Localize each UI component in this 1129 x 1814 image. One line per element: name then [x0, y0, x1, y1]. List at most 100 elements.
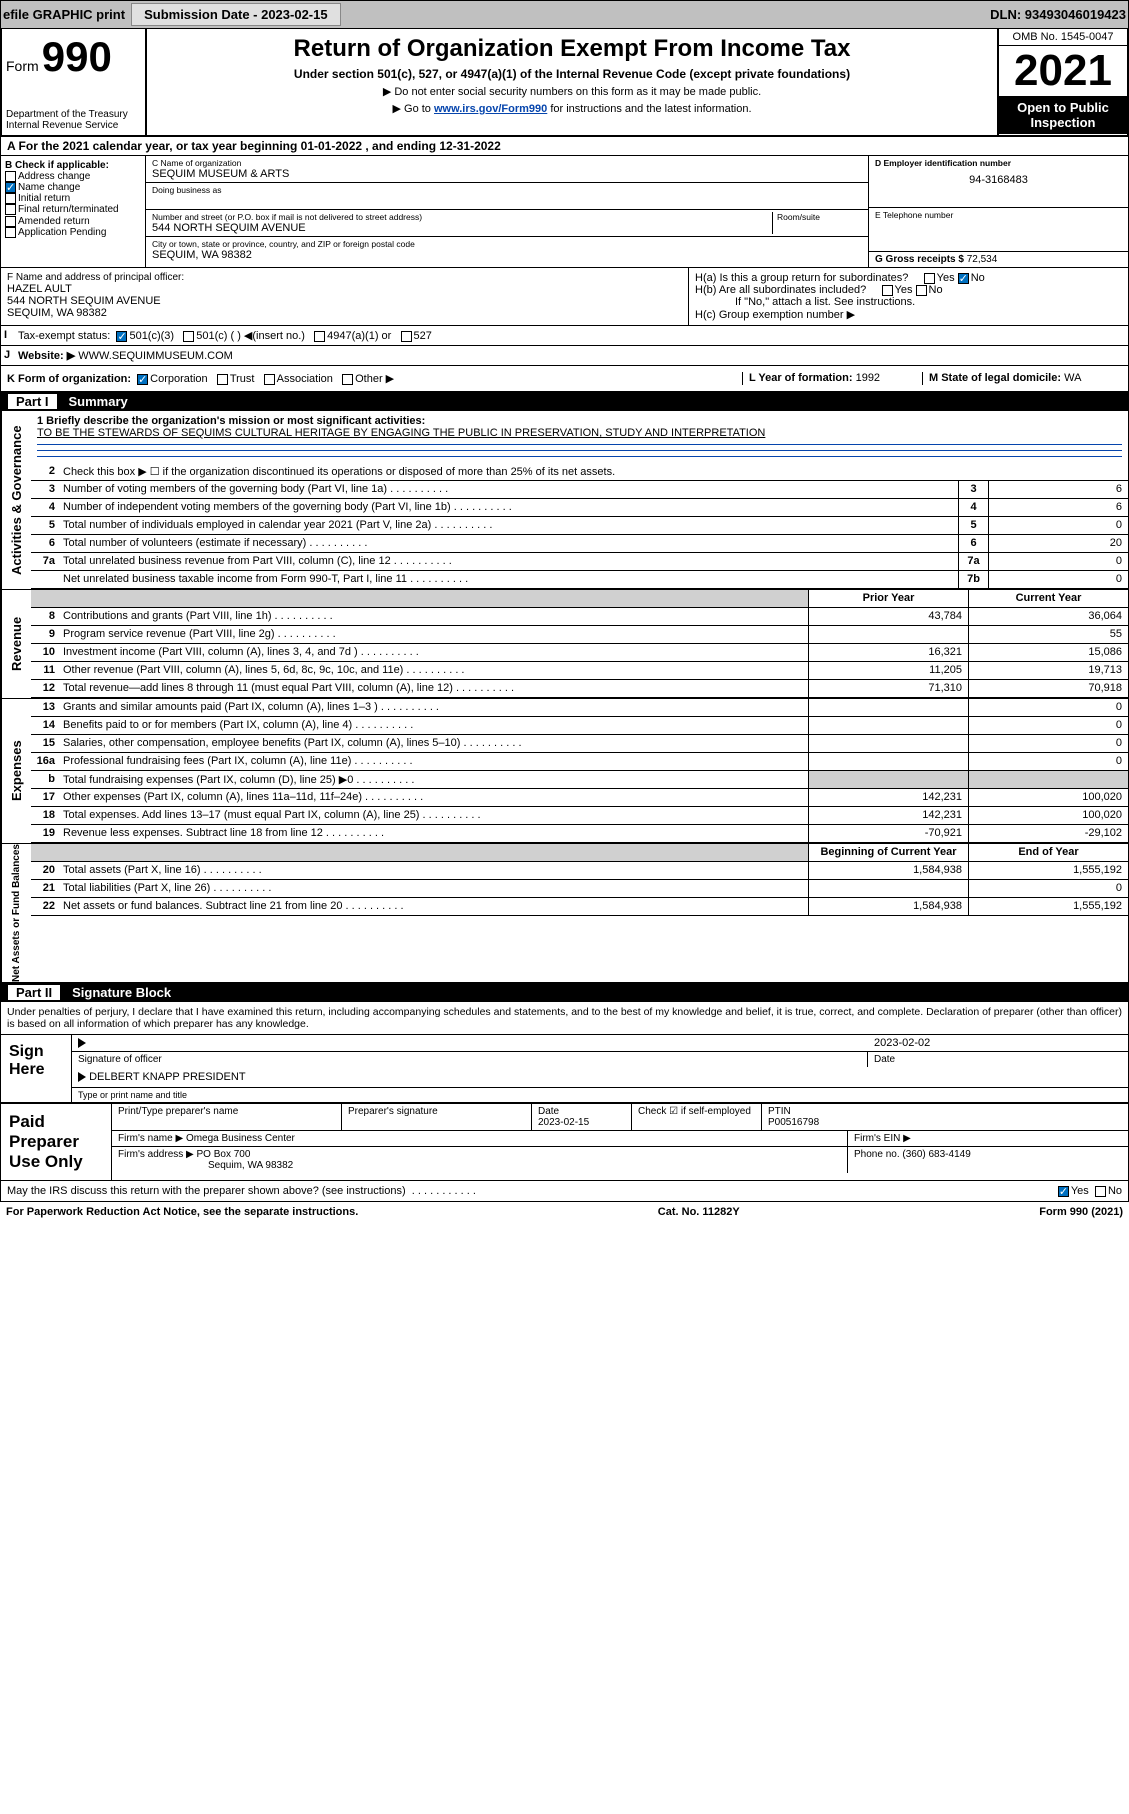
B-amended[interactable]: Amended return	[5, 216, 141, 227]
paid-fields: Print/Type preparer's name Preparer's si…	[111, 1104, 1128, 1180]
B-pending[interactable]: Application Pending	[5, 227, 141, 238]
dln: DLN: 93493046019423	[990, 7, 1126, 22]
date-label: Date	[868, 1052, 1128, 1067]
header-left: Form 990 Department of the Treasury Inte…	[2, 29, 147, 135]
row-J: J Website: ▶ WWW.SEQUIMMUSEUM.COM	[0, 346, 1129, 366]
netassets-section: Net Assets or Fund Balances Beginning of…	[0, 844, 1129, 983]
section-F: F Name and address of principal officer:…	[1, 268, 688, 325]
I-opt1: 501(c) ( ) ◀(insert no.)	[196, 330, 305, 342]
C-city-label: City or town, state or province, country…	[152, 239, 862, 249]
net-header-row: Beginning of Current Year End of Year	[31, 844, 1128, 862]
revenue-body: Prior Year Current Year 8 Contributions …	[31, 590, 1128, 698]
K-body: K Form of organization: Corporation Trus…	[7, 372, 742, 385]
line-21: 21 Total liabilities (Part X, line 26) 0	[31, 880, 1128, 898]
firmein: Firm's EIN ▶	[848, 1131, 1128, 1146]
sig-date-val: 2023-02-02	[868, 1035, 1128, 1051]
footer-left: For Paperwork Reduction Act Notice, see …	[6, 1206, 358, 1218]
dept-treasury: Department of the Treasury	[6, 109, 141, 120]
C-dba-cell: Doing business as	[146, 183, 868, 210]
J-body: Website: ▶ WWW.SEQUIMMUSEUM.COM	[15, 346, 1128, 365]
omb-number: OMB No. 1545-0047	[999, 29, 1127, 46]
Hb: H(b) Are all subordinates included? Yes …	[695, 284, 1122, 296]
paid-preparer-row: Paid Preparer Use Only Print/Type prepar…	[1, 1102, 1128, 1180]
part2-title: Signature Block	[72, 985, 171, 1000]
note2-post: for instructions and the latest informat…	[547, 103, 751, 115]
line-13: 13 Grants and similar amounts paid (Part…	[31, 699, 1128, 717]
Ha: H(a) Is this a group return for subordin…	[695, 272, 1122, 284]
K-corp-check[interactable]	[137, 374, 148, 385]
C-city-cell: City or town, state or province, country…	[146, 237, 868, 263]
line-9: 9 Program service revenue (Part VIII, li…	[31, 626, 1128, 644]
form-subtitle: Under section 501(c), 527, or 4947(a)(1)…	[153, 67, 991, 81]
line-7b: Net unrelated business taxable income fr…	[31, 571, 1128, 589]
revenue-label: Revenue	[1, 590, 31, 698]
line-18: 18 Total expenses. Add lines 13–17 (must…	[31, 807, 1128, 825]
C-addr-cell: Number and street (or P.O. box if mail i…	[146, 210, 868, 237]
K-other-check[interactable]	[342, 374, 353, 385]
prior-year-hdr: Prior Year	[808, 590, 968, 607]
mission-q: 1 Briefly describe the organization's mi…	[37, 415, 1122, 427]
F-label: F Name and address of principal officer:	[7, 272, 682, 283]
D-cell: D Employer identification number 94-3168…	[869, 156, 1128, 208]
end-year-hdr: End of Year	[968, 844, 1128, 861]
B-final[interactable]: Final return/terminated	[5, 204, 141, 215]
B-initial[interactable]: Initial return	[5, 193, 141, 204]
I-527-check[interactable]	[401, 331, 412, 342]
current-year-hdr: Current Year	[968, 590, 1128, 607]
C-name-label: C Name of organization	[152, 158, 862, 168]
col-header-row: Prior Year Current Year	[31, 590, 1128, 608]
K-label: K Form of organization:	[7, 373, 131, 385]
submission-date-btn[interactable]: Submission Date - 2023-02-15	[131, 3, 341, 26]
L-cell: L Year of formation: 1992	[742, 372, 922, 385]
K-assoc-check[interactable]	[264, 374, 275, 385]
sign-here-row: Sign Here 2023-02-02 Signature of office…	[1, 1034, 1128, 1102]
I-body: Tax-exempt status: 501(c)(3) 501(c) ( ) …	[15, 326, 1128, 345]
K-opt0: Corporation	[150, 373, 207, 385]
E-label: E Telephone number	[875, 210, 1122, 220]
C-street: 544 NORTH SEQUIM AVENUE	[152, 222, 772, 234]
I-501c-check[interactable]	[183, 331, 194, 342]
expenses-label: Expenses	[1, 699, 31, 843]
topbar: efile GRAPHIC print Submission Date - 20…	[0, 0, 1129, 29]
part2-num: Part II	[8, 985, 60, 1000]
Hc: H(c) Group exemption number ▶	[695, 308, 1122, 321]
part1-title: Summary	[69, 394, 128, 409]
C-room-label: Room/suite	[777, 212, 862, 222]
F-name: HAZEL AULT	[7, 283, 682, 295]
B-name-change[interactable]: Name change	[5, 182, 141, 193]
officer-name: DELBERT KNAPP PRESIDENT	[89, 1071, 246, 1083]
section-H: H(a) Is this a group return for subordin…	[688, 268, 1128, 325]
I-4947-check[interactable]	[314, 331, 325, 342]
header: Form 990 Department of the Treasury Inte…	[0, 29, 1129, 137]
section-DE: D Employer identification number 94-3168…	[868, 156, 1128, 267]
row-KLM: K Form of organization: Corporation Trus…	[0, 366, 1129, 392]
governance-label: Activities & Governance	[1, 411, 31, 589]
firmaddr: Firm's address ▶ PO Box 700 Sequim, WA 9…	[112, 1147, 848, 1173]
typeprint-label: Type or print name and title	[72, 1087, 1128, 1102]
I-501c3-check[interactable]	[116, 331, 127, 342]
D-label: D Employer identification number	[875, 158, 1122, 168]
check-self: Check ☑ if self-employed	[632, 1104, 762, 1130]
irs-link[interactable]: www.irs.gov/Form990	[434, 103, 547, 115]
expenses-section: Expenses 13 Grants and similar amounts p…	[0, 699, 1129, 844]
G-cell: G Gross receipts $ 72,534	[869, 252, 1128, 267]
M-cell: M State of legal domicile: WA	[922, 372, 1122, 385]
ptin: PTINP00516798	[762, 1104, 1128, 1130]
prepname-label: Print/Type preparer's name	[112, 1104, 342, 1130]
J-marker: J	[1, 346, 15, 365]
form-number: 990	[42, 33, 112, 80]
efile-label: efile GRAPHIC print	[3, 7, 125, 22]
open-public: Open to Public Inspection	[999, 96, 1127, 134]
I-opt2: 4947(a)(1) or	[327, 330, 391, 342]
governance-section: Activities & Governance 1 Briefly descri…	[0, 411, 1129, 590]
K-trust-check[interactable]	[217, 374, 228, 385]
begin-year-hdr: Beginning of Current Year	[808, 844, 968, 861]
line-2: 2Check this box ▶ ☐ if the organization …	[31, 463, 1128, 481]
note2-pre: ▶ Go to	[393, 103, 434, 115]
row-FH: F Name and address of principal officer:…	[0, 268, 1129, 326]
B-addr-change[interactable]: Address change	[5, 171, 141, 182]
line-15: 15 Salaries, other compensation, employe…	[31, 735, 1128, 753]
K-opt3: Other ▶	[355, 373, 394, 385]
part2-bar: Part II Signature Block	[0, 983, 1129, 1002]
netassets-label: Net Assets or Fund Balances	[1, 844, 31, 982]
